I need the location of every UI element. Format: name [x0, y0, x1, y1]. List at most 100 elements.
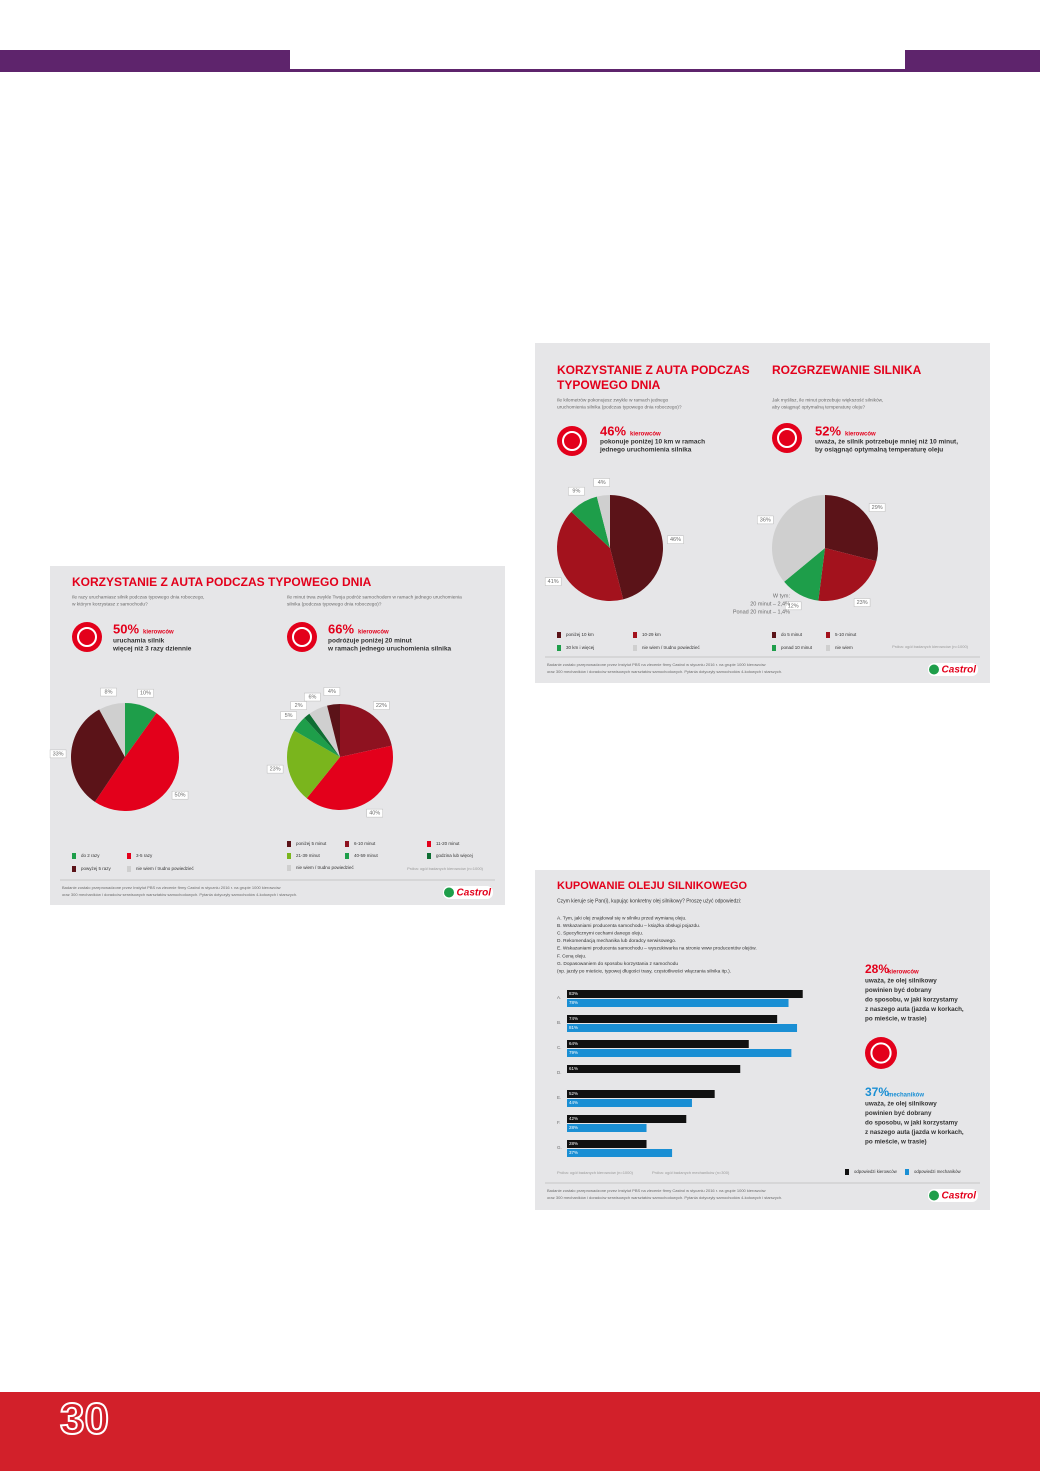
pie-label: 4% — [598, 480, 606, 486]
pie-label: 23% — [857, 600, 868, 606]
bar — [567, 1090, 715, 1098]
stat-unit: mechaników — [888, 1093, 924, 1099]
stat-unit: kierowców — [358, 630, 389, 636]
bar-label: 74% — [569, 1016, 578, 1021]
stat-text: uruchamia silnik — [113, 638, 165, 645]
bar-label: 42% — [569, 1116, 578, 1121]
legend-swatch — [345, 841, 349, 847]
pie-label-box — [304, 692, 321, 702]
legend-label: powyżej 5 razy — [81, 866, 112, 871]
pie-label-box — [266, 764, 284, 774]
stat-text: z naszego auta (jazda w korkach, — [865, 1129, 964, 1136]
stat-value: 37% — [865, 1085, 889, 1099]
stat-text: do sposobu, w jaki korzystamy — [865, 1120, 958, 1127]
pie-label: 4% — [328, 689, 336, 695]
question: Ile razy uruchamiasz silnik podczas typo… — [72, 594, 205, 600]
stat-text: w ramach jednego uruchomienia silnika — [327, 646, 452, 653]
pie-label: 5% — [285, 713, 293, 719]
footnote: Badanie zostało przeprowadzone przez Ins… — [547, 662, 766, 667]
icon — [287, 622, 317, 652]
stat-text: uważa, że silnik potrzebuje mniej niż 10… — [815, 439, 958, 446]
legend-label: do 5 minut — [781, 632, 803, 637]
pie-slice — [818, 548, 877, 601]
footer-bar — [0, 1392, 1040, 1471]
source: Próba: ogół badanych kierowców (n=1000) — [407, 866, 484, 871]
option: G. Dopasowaniem do sposobu korzystania z… — [557, 961, 678, 967]
bar — [567, 1040, 749, 1048]
legend-swatch — [633, 645, 637, 651]
bar — [567, 1140, 647, 1148]
stat-text: z naszego auta (jazda w korkach, — [865, 1006, 964, 1013]
icon-ring — [77, 627, 97, 647]
question: aby osiągnąć optymalną temperaturę oleju… — [772, 404, 865, 410]
icon-ring — [777, 428, 797, 448]
pie-slice — [340, 704, 392, 757]
stat-text: jednego uruchomienia silnika — [599, 447, 692, 454]
pie-slice — [304, 713, 340, 757]
legend-swatch — [427, 853, 431, 859]
note: 20 minut – 2,4% — [750, 601, 790, 607]
logo-badge — [928, 663, 978, 676]
legend-label: 11-20 minut — [436, 841, 460, 846]
category-label: E. — [557, 1095, 561, 1100]
legend-swatch — [427, 841, 431, 847]
legend-swatch — [633, 632, 637, 638]
pie-slice — [571, 496, 610, 548]
legend-label: odpowiedzi kierowców — [854, 1169, 898, 1174]
stat-unit: kierowców — [143, 630, 174, 636]
stat-text: pokonuje poniżej 10 km w ramach — [600, 439, 705, 446]
pie-slice — [99, 703, 125, 757]
note: W tym: — [773, 593, 791, 599]
bar-label: 28% — [569, 1141, 578, 1146]
legend-label: nie wiem — [835, 645, 853, 650]
bar-label: 78% — [569, 1000, 578, 1005]
question: uruchomienia silnika (podczas typowego d… — [557, 404, 682, 410]
logo-mark — [929, 1190, 939, 1201]
pie-slice — [596, 495, 610, 548]
legend-label: nie wiem / trudno powiedzieć — [296, 865, 355, 870]
pie-slice — [309, 705, 340, 757]
pie-label-box — [137, 688, 154, 698]
pie-slice — [294, 717, 340, 757]
icon-ring — [292, 627, 312, 647]
stat-value: 50% — [113, 621, 139, 636]
bar-label: 83% — [569, 991, 578, 996]
stat-text: powinien być dobrany — [865, 987, 932, 994]
icon-ring — [562, 431, 582, 451]
stat-text: uważa, że olej silnikowy — [865, 1101, 937, 1108]
infographic-title: KORZYSTANIE Z AUTA PODCZAS TYPOWEGO DNIA — [72, 575, 372, 589]
legend-label: odpowiedzi mechaników — [914, 1169, 961, 1174]
infographic-title: TYPOWEGO DNIA — [557, 378, 661, 392]
bar — [567, 990, 803, 998]
question: Jak myślisz, ile minut potrzebuje większ… — [772, 397, 883, 403]
infographic-title: KORZYSTANIE Z AUTA PODCZAS — [557, 363, 750, 377]
bar-label: 64% — [569, 1041, 578, 1046]
legend-swatch — [905, 1169, 909, 1175]
stat-text: więcej niż 3 razy dziennie — [112, 646, 192, 653]
pie-slice — [306, 745, 393, 810]
legend-swatch — [345, 853, 349, 859]
legend-label: 21-39 minut — [296, 853, 321, 858]
pie-label-box — [290, 701, 307, 710]
legend-swatch — [772, 645, 776, 651]
legend-label: 10-29 km — [642, 632, 661, 637]
legend-swatch — [287, 853, 291, 859]
bar — [567, 1015, 778, 1023]
category-label: C. — [557, 1045, 562, 1050]
pie-label-box — [280, 711, 297, 720]
stat-text: do sposobu, w jaki korzystamy — [865, 997, 958, 1004]
footnote: Badanie zostało przeprowadzone przez Ins… — [547, 1188, 766, 1193]
legend-label: nie wiem / trudno powiedzieć — [136, 866, 195, 871]
pie-label: 46% — [670, 537, 681, 543]
pie-label: 36% — [760, 517, 771, 523]
pie-label-box — [853, 598, 871, 607]
footnote: oraz 300 mechaników i doradców serwisowy… — [62, 892, 297, 897]
logo-text: Castrol — [942, 665, 977, 676]
bar-label: 44% — [569, 1100, 578, 1105]
pie-slice — [610, 495, 663, 600]
option: E. Wskazaniami producenta samochodu – wy… — [557, 946, 757, 952]
pie-label-box — [784, 601, 802, 611]
option: D. Rekomendacją mechanika lub doradcy se… — [557, 938, 676, 944]
stat-text: powinien być dobrany — [865, 1110, 932, 1117]
pie-slice — [825, 495, 878, 562]
